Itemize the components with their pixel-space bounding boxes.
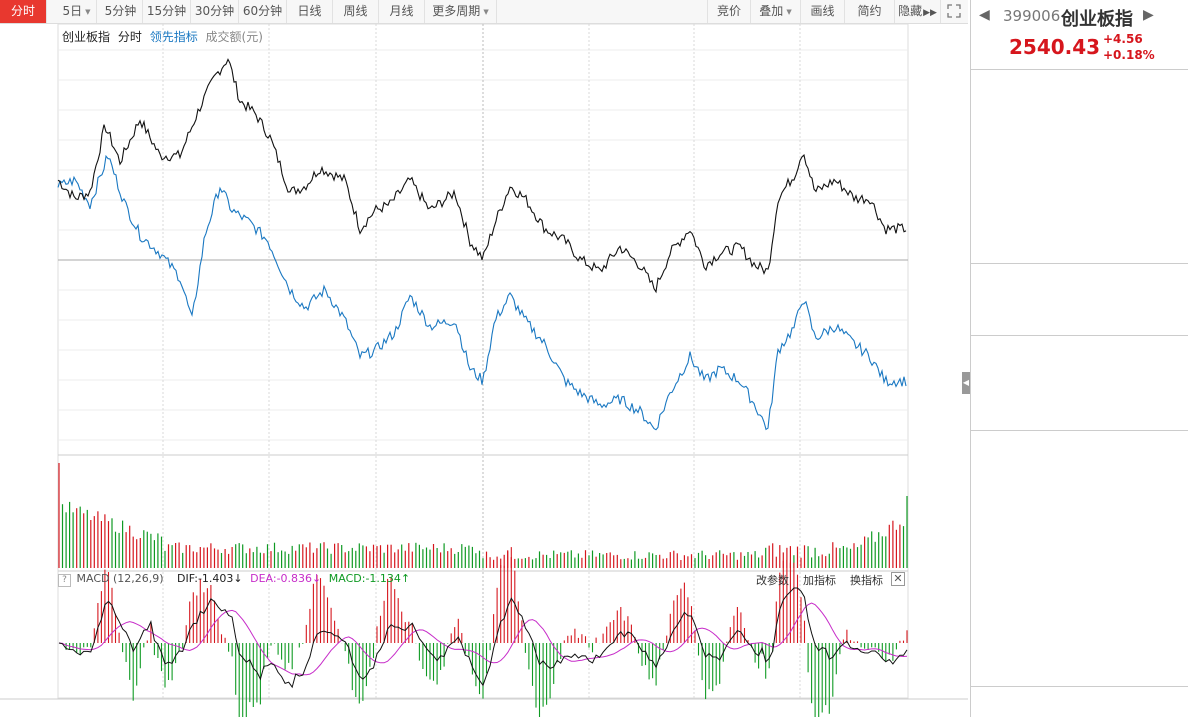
stat-row xyxy=(979,120,1185,144)
tab-5day-label: 5日 xyxy=(62,4,83,18)
divider xyxy=(970,686,1188,687)
index-name: 创业板指 xyxy=(1061,9,1133,30)
tab-5min[interactable]: 5分钟 xyxy=(99,0,143,23)
stat-row xyxy=(979,336,1185,360)
stat-row xyxy=(979,216,1185,240)
stat-row xyxy=(979,96,1185,120)
hide-button[interactable]: 隐藏▶▶ xyxy=(895,0,941,23)
stat-row xyxy=(979,360,1185,384)
overlay-label: 叠加 xyxy=(759,4,784,18)
tab-daily[interactable]: 日线 xyxy=(287,0,333,23)
stat-row xyxy=(979,384,1185,408)
stat-row xyxy=(979,144,1185,168)
tab-15min[interactable]: 15分钟 xyxy=(143,0,191,23)
quote-sidebar: ◀ 399006 创业板指 ▶ 2540.43 +4.56 +0.18% xyxy=(970,0,1188,717)
divider xyxy=(970,263,1188,264)
macd-dea: DEA:-0.836 xyxy=(250,572,313,585)
tick-row xyxy=(971,511,1188,531)
prev-arrow-icon[interactable]: ◀ xyxy=(979,7,990,23)
caret-down-icon: ▼ xyxy=(85,8,91,16)
macd-params-button[interactable]: 改参数 xyxy=(756,574,789,587)
arrow-up-icon: ↑ xyxy=(400,572,411,585)
index-code: 399006 xyxy=(1003,7,1061,25)
period-toolbar: 分时 5日 ▼ 5分钟 15分钟 30分钟 60分钟 日线 周线 月线 更多周期 ▼… xyxy=(0,0,968,24)
stat-row xyxy=(979,72,1185,96)
legend-mode: 分时 xyxy=(117,30,142,44)
tick-row xyxy=(971,590,1188,610)
close-icon[interactable]: ✕ xyxy=(891,572,905,586)
caret-down-icon: ▼ xyxy=(786,8,792,16)
tab-more-periods[interactable]: 更多周期 ▼ xyxy=(425,0,497,23)
tick-row xyxy=(971,530,1188,550)
fullscreen-icon[interactable] xyxy=(941,0,967,23)
chart-legend: 创业板指 分时 领先指标 成交额(元) xyxy=(62,28,263,45)
caret-down-icon: ▼ xyxy=(483,8,489,16)
divider xyxy=(970,430,1188,431)
collapse-sidebar-icon[interactable]: ◀ xyxy=(962,372,970,394)
tick-row xyxy=(971,431,1188,451)
legend-index: 创业板指 xyxy=(62,30,111,44)
tick-row xyxy=(971,570,1188,590)
tab-intraday[interactable]: 分时 xyxy=(0,0,47,23)
tab-60min[interactable]: 60分钟 xyxy=(239,0,287,23)
draw-line-button[interactable]: 画线 xyxy=(801,0,845,23)
macd-dea-line xyxy=(58,602,908,676)
lead-indicator-line xyxy=(57,154,907,431)
stat-row xyxy=(979,264,1185,288)
hide-label: 隐藏 xyxy=(898,4,923,18)
stat-row xyxy=(979,240,1185,264)
index-price-line xyxy=(57,58,907,294)
stat-row xyxy=(979,312,1185,336)
stat-row xyxy=(979,192,1185,216)
tab-30min[interactable]: 30分钟 xyxy=(191,0,239,23)
tick-row xyxy=(971,649,1188,669)
double-arrow-right-icon: ▶▶ xyxy=(923,8,937,18)
tick-row xyxy=(971,491,1188,511)
macd-dif-line xyxy=(58,587,908,689)
arrow-down-icon: ↓ xyxy=(312,572,322,585)
macd-value: MACD:-1.134 xyxy=(328,572,401,585)
macd-dif: DIF:-1.403 xyxy=(177,572,234,585)
auction-button[interactable]: 竞价 xyxy=(707,0,751,23)
divider xyxy=(970,335,1188,336)
tab-monthly[interactable]: 月线 xyxy=(379,0,425,23)
current-price: 2540.43 xyxy=(1009,35,1101,59)
tick-row xyxy=(971,550,1188,570)
next-arrow-icon[interactable]: ▶ xyxy=(1143,7,1154,23)
quote-header: ◀ 399006 创业板指 ▶ 2540.43 +4.56 +0.18% xyxy=(971,0,1188,70)
tick-row xyxy=(971,610,1188,630)
add-indicator-button[interactable]: 加指标 xyxy=(803,574,836,587)
stat-row xyxy=(979,288,1185,312)
expand-icon xyxy=(947,4,961,18)
chart-canvas xyxy=(0,23,968,717)
price-change-pct: +0.18% xyxy=(1103,48,1155,62)
overlay-button[interactable]: 叠加 ▼ xyxy=(751,0,801,23)
help-icon[interactable]: ? xyxy=(58,574,71,587)
legend-volume: 成交额(元) xyxy=(205,30,263,44)
switch-indicator-button[interactable]: 换指标 xyxy=(850,574,883,587)
simple-mode-button[interactable]: 简约 xyxy=(845,0,895,23)
tick-row xyxy=(971,451,1188,471)
tick-row xyxy=(971,668,1188,688)
arrow-down-icon: ↓ xyxy=(233,572,243,585)
tick-row xyxy=(971,688,1188,708)
tick-row xyxy=(971,471,1188,491)
macd-title: MACD (12,26,9) xyxy=(76,572,164,585)
tick-row xyxy=(971,630,1188,650)
more-periods-label: 更多周期 xyxy=(432,4,481,18)
price-change: +4.56 xyxy=(1103,32,1143,46)
tab-5day[interactable]: 5日 ▼ xyxy=(57,0,97,23)
stat-row xyxy=(979,408,1185,432)
stat-row xyxy=(979,168,1185,192)
macd-header: ? MACD (12,26,9) DIF:-1.403↓ DEA:-0.836↓… xyxy=(58,572,908,588)
legend-lead: 领先指标 xyxy=(149,30,198,44)
tab-weekly[interactable]: 周线 xyxy=(333,0,379,23)
